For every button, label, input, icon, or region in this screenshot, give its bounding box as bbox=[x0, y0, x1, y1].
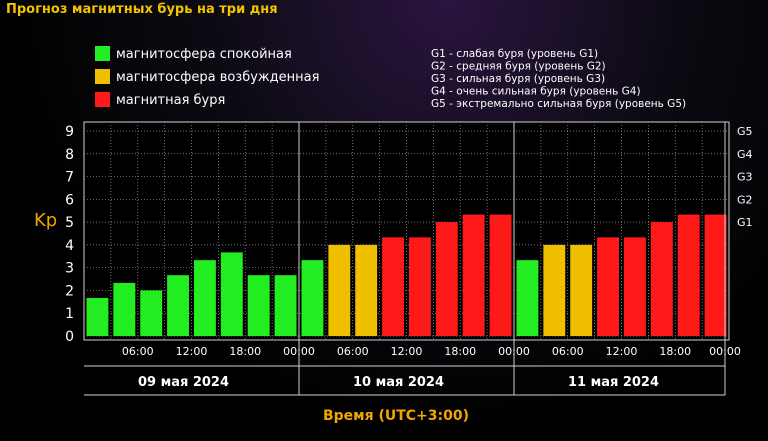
x-tick-label: 00:00 bbox=[283, 345, 315, 358]
y-tick-label: 0 bbox=[65, 329, 74, 345]
storm-level-tick: G4 bbox=[737, 148, 753, 161]
bar bbox=[328, 244, 351, 336]
bar bbox=[194, 260, 216, 336]
storm-level-item: G2 - средняя буря (уровень G2) bbox=[431, 61, 606, 73]
storm-level-item: G4 - очень сильная буря (уровень G4) bbox=[431, 86, 641, 98]
day-label: 09 мая 2024 bbox=[138, 375, 229, 390]
storm-level-tick: G1 bbox=[737, 216, 753, 229]
bar bbox=[462, 214, 485, 336]
bar bbox=[543, 244, 566, 336]
y-axis: 0 1 2 3 4 5 6 7 8 9 bbox=[65, 124, 74, 345]
bar bbox=[355, 244, 378, 336]
bar bbox=[624, 237, 646, 336]
day-labels: 09 мая 2024 10 мая 2024 11 мая 2024 bbox=[84, 365, 725, 396]
x-axis-label: Время (UTC+3:00) bbox=[323, 408, 469, 424]
day-label: 10 мая 2024 bbox=[353, 375, 444, 390]
y-tick-label: 6 bbox=[65, 192, 74, 208]
y-tick-label: 2 bbox=[65, 283, 74, 299]
storm-level-legend: G1 - слабая буря (уровень G1)G2 - средня… bbox=[431, 48, 686, 110]
x-tick-label: 00:00 bbox=[498, 345, 530, 358]
storm-level-axis: G1 G2 G3 G4 G5 bbox=[737, 125, 753, 229]
y-tick-label: 4 bbox=[65, 238, 74, 254]
legend-label: магнитосфера возбужденная bbox=[116, 70, 319, 85]
storm-level-tick: G2 bbox=[737, 193, 753, 206]
legend: магнитосфера спокойная магнитосфера возбу… bbox=[95, 46, 319, 108]
bar bbox=[274, 275, 297, 336]
legend-swatch bbox=[95, 92, 110, 107]
bar bbox=[140, 290, 163, 336]
storm-level-tick: G5 bbox=[737, 125, 753, 138]
bar bbox=[220, 252, 243, 336]
x-tick-label: 18:00 bbox=[229, 345, 261, 358]
x-tick-label: 06:00 bbox=[552, 345, 584, 358]
bar bbox=[167, 275, 189, 336]
day-dividers bbox=[298, 122, 726, 395]
grid bbox=[84, 122, 729, 340]
day-label: 11 мая 2024 bbox=[568, 375, 659, 390]
bar bbox=[570, 244, 593, 336]
storm-level-item: G5 - экстремально сильная буря (уровень … bbox=[431, 98, 686, 110]
x-tick-label: 06:00 bbox=[122, 345, 154, 358]
y-tick-label: 5 bbox=[65, 215, 74, 231]
y-axis-label: Kp bbox=[34, 210, 57, 231]
page-title: Прогноз магнитных бурь на три дня bbox=[6, 2, 278, 17]
bar bbox=[597, 237, 619, 336]
bar bbox=[301, 260, 324, 336]
x-tick-label: 12:00 bbox=[391, 345, 423, 358]
bar bbox=[382, 237, 404, 336]
bar bbox=[677, 214, 700, 336]
bars bbox=[86, 214, 727, 336]
bar bbox=[516, 260, 539, 336]
y-tick-label: 8 bbox=[65, 147, 74, 163]
x-tick-label: 18:00 bbox=[659, 345, 691, 358]
bar bbox=[489, 214, 512, 336]
bar bbox=[704, 214, 727, 336]
x-tick-label: 12:00 bbox=[176, 345, 208, 358]
x-axis: 06:00 12:00 18:00 00:00 06:00 12:00 18:00 00:00… bbox=[122, 345, 741, 358]
x-tick-label: 18:00 bbox=[444, 345, 476, 358]
bar bbox=[113, 282, 136, 336]
x-tick-label: 00:00 bbox=[709, 345, 741, 358]
legend-label: магнитосфера спокойная bbox=[116, 47, 292, 62]
y-tick-label: 1 bbox=[65, 306, 74, 322]
legend-swatch bbox=[95, 46, 110, 61]
y-tick-label: 7 bbox=[65, 170, 74, 186]
storm-level-item: G3 - сильная буря (уровень G3) bbox=[431, 73, 605, 85]
bar bbox=[409, 237, 431, 336]
legend-label: магнитная буря bbox=[116, 93, 225, 108]
y-tick-label: 3 bbox=[65, 261, 74, 277]
bar bbox=[435, 222, 458, 336]
legend-swatch bbox=[95, 69, 110, 84]
storm-level-tick: G3 bbox=[737, 171, 753, 184]
x-tick-label: 12:00 bbox=[606, 345, 638, 358]
bar bbox=[247, 275, 270, 336]
bar bbox=[86, 297, 109, 336]
y-tick-label: 9 bbox=[65, 124, 74, 140]
bar bbox=[650, 222, 673, 336]
x-tick-label: 06:00 bbox=[337, 345, 369, 358]
storm-level-item: G1 - слабая буря (уровень G1) bbox=[431, 48, 598, 60]
